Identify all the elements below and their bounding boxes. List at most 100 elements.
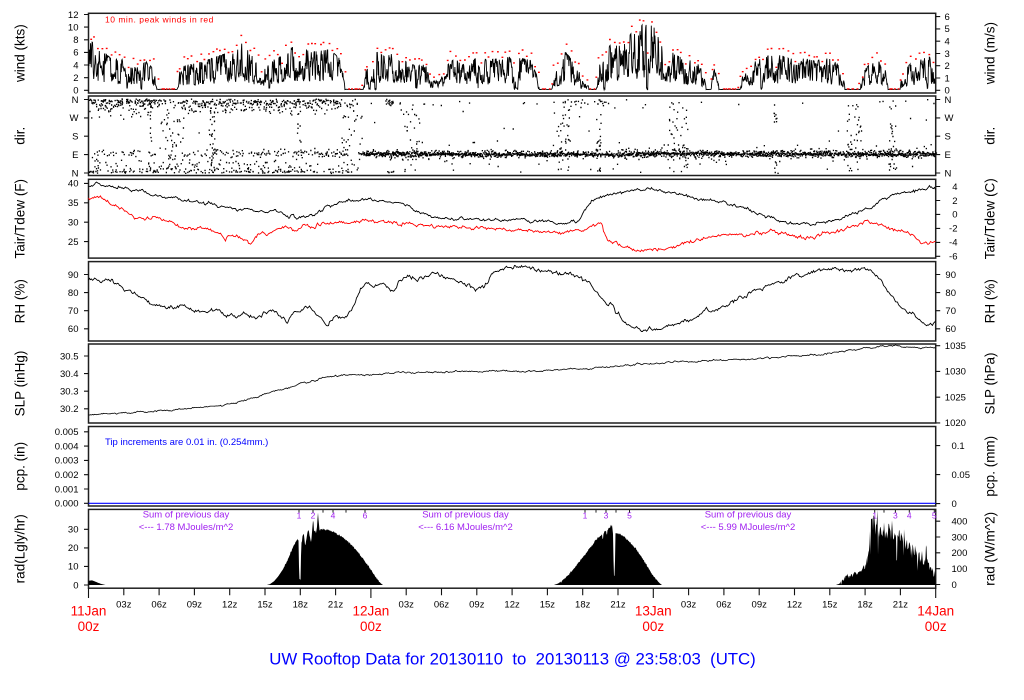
- svg-text:<--- 1.78 MJoules/m^2: <--- 1.78 MJoules/m^2: [139, 522, 233, 533]
- svg-text:RH (%): RH (%): [983, 279, 998, 323]
- svg-text:35: 35: [68, 198, 79, 209]
- svg-text:N: N: [72, 168, 79, 179]
- svg-text:3: 3: [893, 511, 898, 521]
- svg-text:-6: -6: [949, 252, 957, 263]
- svg-text:Sum of previous day: Sum of previous day: [422, 510, 509, 521]
- svg-text:00z: 00z: [78, 619, 100, 634]
- svg-text:N: N: [945, 95, 952, 106]
- svg-text:10 min. peak winds in red: 10 min. peak winds in red: [105, 15, 214, 25]
- svg-text:60: 60: [945, 324, 956, 335]
- svg-text:09z: 09z: [752, 600, 768, 611]
- svg-text:15z: 15z: [822, 600, 838, 611]
- svg-text:06z: 06z: [716, 600, 732, 611]
- svg-text:1: 1: [945, 73, 950, 84]
- svg-text:W: W: [70, 113, 79, 124]
- svg-text:4: 4: [945, 37, 950, 48]
- svg-text:S: S: [945, 132, 951, 143]
- svg-text:03z: 03z: [116, 600, 132, 611]
- svg-text:0.000: 0.000: [55, 499, 79, 510]
- svg-text:1025: 1025: [945, 393, 966, 404]
- svg-text:0.001: 0.001: [55, 484, 79, 495]
- svg-text:15z: 15z: [540, 600, 556, 611]
- svg-text:12z: 12z: [222, 600, 238, 611]
- svg-text:14Jan: 14Jan: [917, 604, 954, 619]
- svg-text:pcp. (mm): pcp. (mm): [983, 436, 998, 497]
- svg-text:0: 0: [952, 210, 957, 221]
- svg-text:90: 90: [945, 270, 956, 281]
- svg-text:wind (kts): wind (kts): [13, 24, 28, 83]
- svg-text:6: 6: [945, 12, 950, 23]
- svg-text:30.4: 30.4: [60, 369, 79, 380]
- svg-text:0.002: 0.002: [55, 470, 79, 481]
- svg-text:Tair/Tdew (C): Tair/Tdew (C): [983, 178, 998, 259]
- svg-text:5: 5: [627, 511, 632, 521]
- svg-text:09z: 09z: [187, 600, 203, 611]
- svg-text:60: 60: [68, 324, 79, 335]
- svg-text:90: 90: [68, 270, 79, 281]
- svg-text:12Jan: 12Jan: [353, 604, 390, 619]
- svg-text:4: 4: [331, 511, 336, 521]
- svg-text:06z: 06z: [151, 600, 167, 611]
- svg-text:dir.: dir.: [983, 127, 998, 145]
- svg-text:1: 1: [872, 511, 877, 521]
- svg-text:1020: 1020: [945, 418, 966, 429]
- svg-text:3: 3: [604, 511, 609, 521]
- svg-text:200: 200: [952, 548, 968, 559]
- svg-text:SLP (hPa): SLP (hPa): [983, 352, 998, 414]
- svg-text:00z: 00z: [642, 619, 664, 634]
- svg-text:30.3: 30.3: [60, 387, 79, 398]
- svg-text:21z: 21z: [610, 600, 626, 611]
- svg-text:pcp. (in): pcp. (in): [13, 442, 28, 491]
- svg-text:<--- 6.16 MJoules/m^2: <--- 6.16 MJoules/m^2: [418, 522, 512, 533]
- svg-text:-4: -4: [949, 238, 957, 249]
- svg-text:1030: 1030: [945, 367, 966, 378]
- svg-text:10: 10: [68, 22, 79, 33]
- svg-text:1035: 1035: [945, 341, 966, 352]
- svg-text:6: 6: [363, 511, 368, 521]
- svg-text:2: 2: [945, 61, 950, 72]
- svg-text:20: 20: [68, 543, 79, 554]
- svg-text:rad(Lgly/hr): rad(Lgly/hr): [13, 514, 28, 583]
- svg-text:2: 2: [311, 511, 316, 521]
- svg-text:5: 5: [945, 24, 950, 35]
- svg-text:06z: 06z: [434, 600, 450, 611]
- svg-text:S: S: [72, 132, 78, 143]
- svg-text:6: 6: [73, 48, 78, 59]
- svg-text:40: 40: [68, 179, 79, 190]
- svg-text:0.003: 0.003: [55, 456, 79, 467]
- svg-text:10: 10: [68, 562, 79, 573]
- svg-text:18z: 18z: [857, 600, 873, 611]
- svg-text:300: 300: [952, 532, 968, 543]
- svg-text:RH (%): RH (%): [13, 279, 28, 323]
- svg-text:12z: 12z: [504, 600, 520, 611]
- svg-text:70: 70: [945, 306, 956, 317]
- svg-text:21z: 21z: [328, 600, 344, 611]
- svg-text:0.005: 0.005: [55, 427, 79, 438]
- svg-text:Sum of previous day: Sum of previous day: [705, 510, 792, 521]
- svg-text:0: 0: [952, 580, 957, 591]
- svg-text:Sum of previous day: Sum of previous day: [143, 510, 230, 521]
- svg-text:30: 30: [68, 525, 79, 536]
- svg-text:2: 2: [73, 73, 78, 84]
- svg-text:0.004: 0.004: [55, 441, 79, 452]
- svg-text:N: N: [72, 95, 79, 106]
- svg-text:21z: 21z: [893, 600, 909, 611]
- svg-text:1: 1: [583, 511, 588, 521]
- svg-text:0: 0: [945, 86, 950, 97]
- svg-text:09z: 09z: [469, 600, 485, 611]
- svg-text:0: 0: [73, 86, 78, 97]
- svg-text:4: 4: [73, 60, 78, 71]
- svg-text:rad (W/m^2): rad (W/m^2): [983, 512, 998, 586]
- svg-text:W: W: [945, 113, 954, 124]
- svg-text:E: E: [945, 150, 951, 161]
- svg-text:3: 3: [945, 49, 950, 60]
- svg-text:0.1: 0.1: [952, 441, 965, 452]
- svg-text:12z: 12z: [787, 600, 803, 611]
- svg-text:0.05: 0.05: [952, 470, 971, 481]
- svg-text:4: 4: [952, 182, 957, 193]
- svg-text:-2: -2: [949, 224, 957, 235]
- svg-text:15z: 15z: [257, 600, 273, 611]
- svg-text:Tip increments are 0.01 in. (0: Tip increments are 0.01 in. (0.254mm.): [105, 437, 268, 448]
- svg-text:4: 4: [907, 511, 912, 521]
- svg-text:30.2: 30.2: [60, 404, 79, 415]
